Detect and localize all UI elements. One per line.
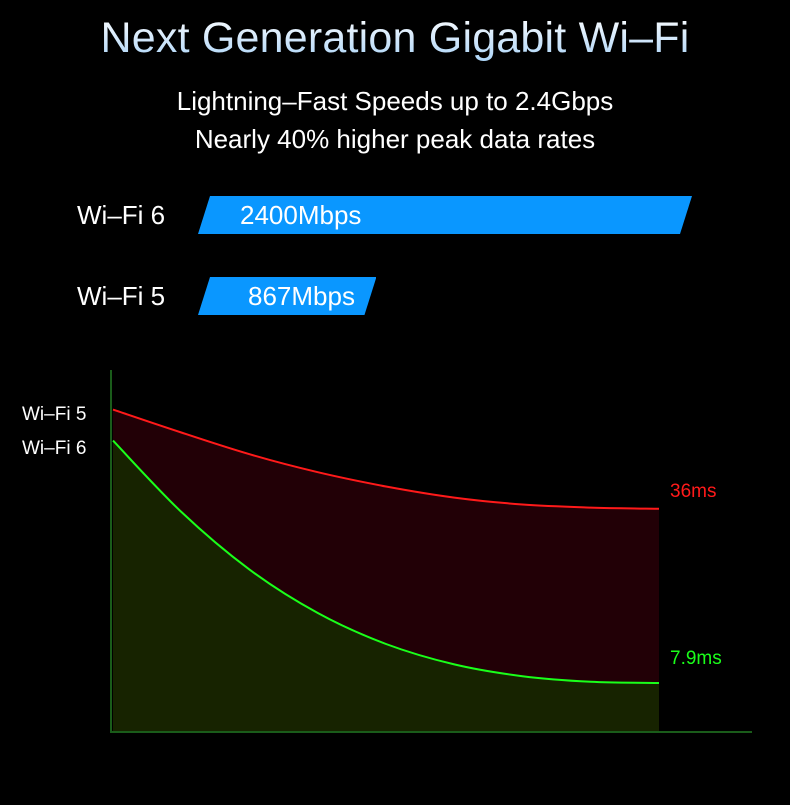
end-label-wifi6: 7.9ms: [670, 648, 722, 669]
bar-wifi6: [198, 196, 692, 234]
area-wifi6: [113, 440, 659, 732]
bar-label-wifi5: Wi–Fi 5: [77, 281, 166, 311]
line-wifi5: [112, 408, 660, 510]
page-title: Next Generation Gigabit Wi–Fi: [0, 14, 790, 63]
line-wifi6: [112, 439, 660, 684]
bar-value-wifi6: 2400Mbps: [240, 200, 362, 230]
bar-wifi5: [198, 277, 376, 315]
y-label-wifi5: Wi–Fi 5: [22, 404, 86, 425]
y-label-wifi6: Wi–Fi 6: [22, 438, 86, 459]
subtitle-data-rates: Nearly 40% higher peak data rates: [194, 124, 596, 154]
bar-value-wifi5: 867Mbps: [248, 281, 355, 311]
end-label-wifi5: 36ms: [670, 481, 716, 502]
subtitle-speed: Lightning–Fast Speeds up to 2.4Gbps: [176, 86, 614, 116]
bar-label-wifi6: Wi–Fi 6: [77, 200, 166, 230]
